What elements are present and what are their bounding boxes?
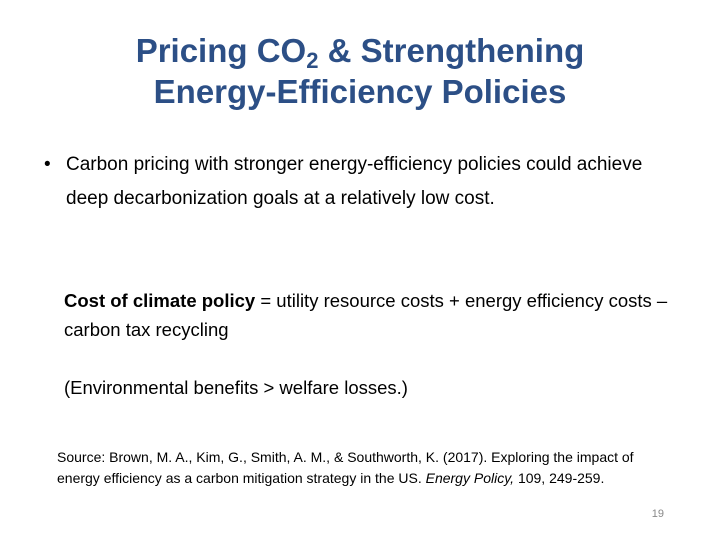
- page-number: 19: [651, 508, 664, 520]
- title-text: & Strengthening: [318, 32, 585, 69]
- citation-text: Source: Brown, M. A., Kim, G., Smith, A.…: [57, 449, 638, 486]
- citation-journal: Energy Policy,: [425, 470, 515, 486]
- equation-text: = utility resource costs + energy effici…: [64, 290, 673, 340]
- slide-title: Pricing CO2 & Strengthening Energy-Effic…: [40, 30, 680, 112]
- title-text: Pricing CO: [135, 32, 307, 69]
- source-citation: Source: Brown, M. A., Kim, G., Smith, A.…: [57, 447, 677, 489]
- equation: Cost of climate policy = utility resourc…: [64, 286, 704, 344]
- citation-text: 109, 249-259.: [514, 470, 605, 486]
- title-text: Energy-Efficiency Policies: [153, 73, 567, 110]
- equation-term: Cost of climate policy: [64, 290, 256, 311]
- bullet-point: Carbon pricing with stronger energy-effi…: [44, 148, 686, 216]
- note: (Environmental benefits > welfare losses…: [64, 377, 408, 398]
- title-subscript: 2: [306, 48, 319, 73]
